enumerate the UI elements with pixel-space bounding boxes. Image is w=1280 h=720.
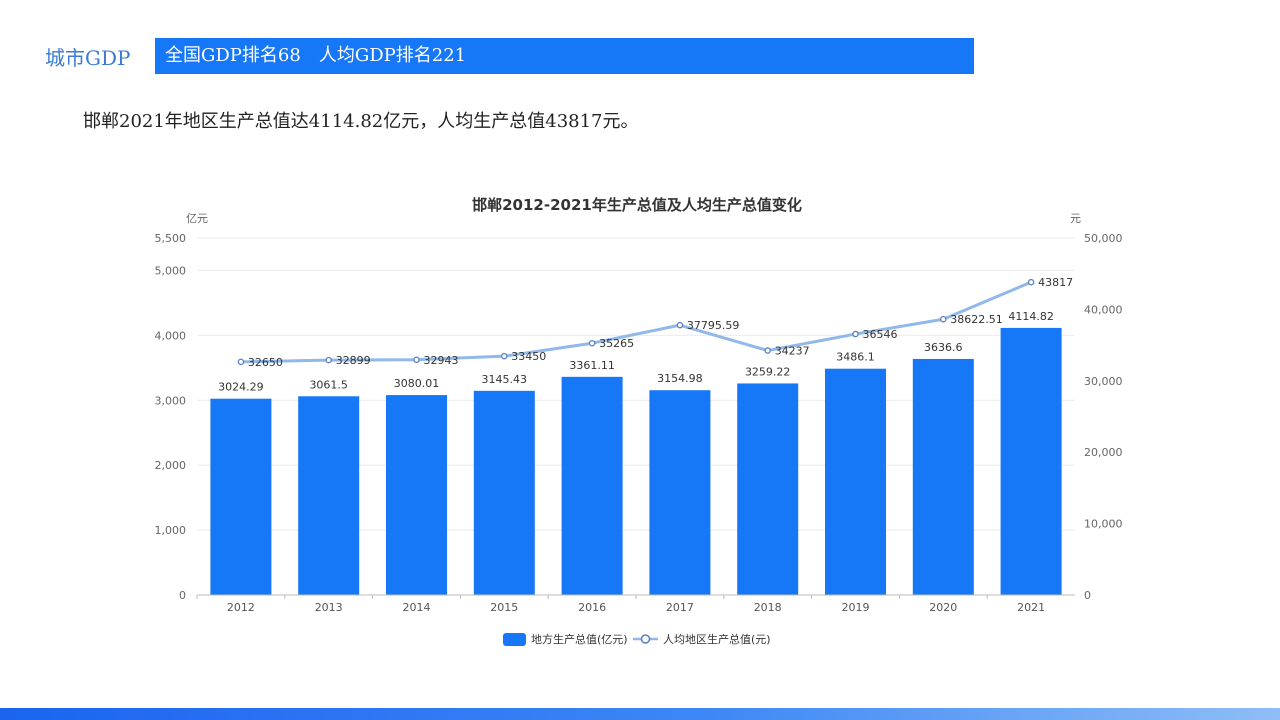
bar [912,358,974,595]
bar [298,396,360,595]
right-tick-label: 40,000 [1084,303,1123,316]
bar-value-label: 3636.6 [924,341,963,354]
bar [649,390,711,595]
line-value-label: 38622.51 [950,313,1003,326]
x-tick-label: 2018 [754,601,782,614]
left-tick-label: 5,000 [155,264,187,277]
bar-value-label: 3080.01 [394,377,440,390]
x-tick-label: 2019 [842,601,870,614]
bar [825,368,886,595]
x-tick-label: 2013 [315,601,343,614]
bar-value-label: 3361.11 [569,359,615,372]
line-layer: 32650 32899 32943 33450 35265 37795.59 34237 36… [237,276,1073,369]
left-tick-label: 0 [179,589,186,602]
line-value-label: 35265 [599,337,634,350]
line-point [413,356,420,364]
line-value-label: 34237 [775,345,810,358]
x-tick-label: 2020 [929,601,957,614]
left-tick-label: 4,000 [155,329,187,342]
line-point [940,315,947,323]
legend-line-marker [640,634,651,644]
legend-bar-swatch [503,633,526,646]
line-value-label: 33450 [511,350,546,363]
per-capita-line [240,280,1032,364]
line-value-label: 32650 [248,356,283,369]
axis-layer: 0 1,000 2,000 3,000 4,000 5,000 5,500 0 10,000 20… [155,232,1123,614]
bar [210,398,272,595]
left-tick-label: 2,000 [155,459,187,472]
x-tick-label: 2014 [403,601,431,614]
right-tick-label: 50,000 [1084,232,1123,245]
left-tick-label: 3,000 [155,394,187,407]
bar-value-label: 3024.29 [218,381,264,394]
ranking-banner: 全国GDP排名68 人均GDP排名221 [155,38,974,74]
line-value-label: 43817 [1038,276,1073,289]
bar [473,390,535,595]
x-tick-label: 2017 [666,601,694,614]
line-point [852,330,859,338]
line-point [764,347,771,354]
chart-title: 邯郸2012-2021年生产总值及人均生产总值变化 [472,196,802,214]
line-point [501,352,508,360]
x-tick-label: 2015 [490,601,518,614]
x-tick-label: 2021 [1017,601,1045,614]
x-tick-label: 2016 [578,601,606,614]
right-axis-unit: 元 [1070,212,1081,225]
right-tick-label: 0 [1084,589,1091,602]
bottom-accent-bar [0,708,1280,720]
legend-line-label: 人均地区生产总值(元) [663,632,771,646]
left-axis-unit: 亿元 [186,212,208,225]
line-point [325,356,332,364]
line-point [588,339,596,347]
x-tick-label: 2012 [227,601,255,614]
line-value-label: 37795.59 [687,319,740,332]
bar [1000,327,1062,595]
section-label: 城市GDP [45,46,131,70]
line-point [676,321,684,329]
bar-value-label: 3486.1 [836,351,875,364]
line-point [237,358,245,366]
summary-text: 邯郸2021年地区生产总值达4114.82亿元，人均生产总值43817元。 [83,111,639,132]
left-tick-label: 5,500 [155,232,187,245]
bar-value-label: 4114.82 [1008,310,1054,323]
legend-bar-label: 地方生产总值(亿元) [531,632,628,646]
bar-value-label: 3145.43 [482,373,528,386]
line-value-label: 36546 [863,328,898,341]
bar [737,383,799,595]
bar [561,376,623,595]
line-value-label: 32943 [424,354,459,367]
bar [386,395,447,595]
left-tick-label: 1,000 [155,524,187,537]
bar-value-label: 3259.22 [745,365,791,378]
right-tick-label: 10,000 [1084,518,1123,531]
bar-value-label: 3154.98 [657,372,703,385]
line-point [1027,278,1035,286]
right-tick-label: 20,000 [1084,446,1123,459]
bar-value-label: 3061.5 [309,378,348,391]
legend: 地方生产总值(亿元) 人均地区生产总值(元) [503,632,771,646]
bar-layer: 3024.29 3061.5 3080.01 3145.43 3361.11 3154.9… [210,310,1062,595]
right-tick-label: 30,000 [1084,375,1123,388]
line-value-label: 32899 [336,354,371,367]
